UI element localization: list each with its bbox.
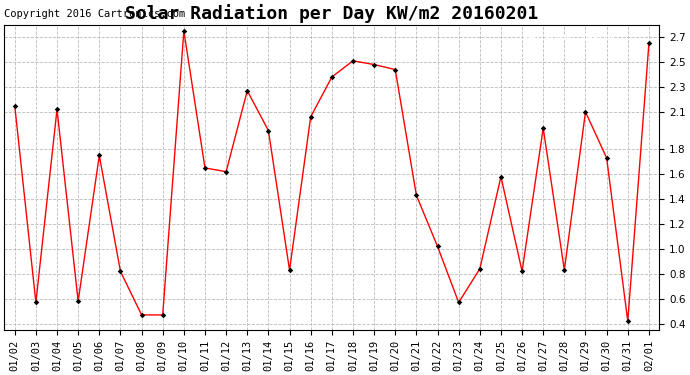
Point bbox=[559, 267, 570, 273]
Text: Copyright 2016 Cartronics.com: Copyright 2016 Cartronics.com bbox=[4, 9, 186, 19]
Point bbox=[30, 300, 41, 306]
Point bbox=[432, 243, 443, 249]
Point bbox=[348, 58, 359, 64]
Point bbox=[221, 169, 232, 175]
Point bbox=[474, 266, 485, 272]
Point bbox=[94, 153, 105, 159]
Point bbox=[580, 109, 591, 115]
Title: Solar Radiation per Day KW/m2 20160201: Solar Radiation per Day KW/m2 20160201 bbox=[125, 4, 538, 23]
Point bbox=[284, 267, 295, 273]
Point bbox=[495, 174, 506, 180]
Point bbox=[52, 106, 63, 112]
Point bbox=[72, 298, 83, 304]
Point bbox=[178, 28, 189, 34]
Point bbox=[517, 268, 528, 274]
Point bbox=[9, 103, 20, 109]
Point bbox=[136, 312, 147, 318]
Point bbox=[622, 318, 633, 324]
Point bbox=[368, 62, 380, 68]
Point bbox=[241, 88, 253, 94]
Point bbox=[263, 128, 274, 134]
Point bbox=[601, 155, 612, 161]
Point bbox=[453, 300, 464, 306]
Point bbox=[305, 114, 316, 120]
Point bbox=[326, 74, 337, 80]
Point bbox=[643, 40, 654, 46]
Point bbox=[157, 312, 168, 318]
Point bbox=[199, 165, 210, 171]
Point bbox=[115, 268, 126, 274]
Point bbox=[538, 125, 549, 131]
Point bbox=[390, 66, 401, 72]
Point bbox=[411, 192, 422, 198]
